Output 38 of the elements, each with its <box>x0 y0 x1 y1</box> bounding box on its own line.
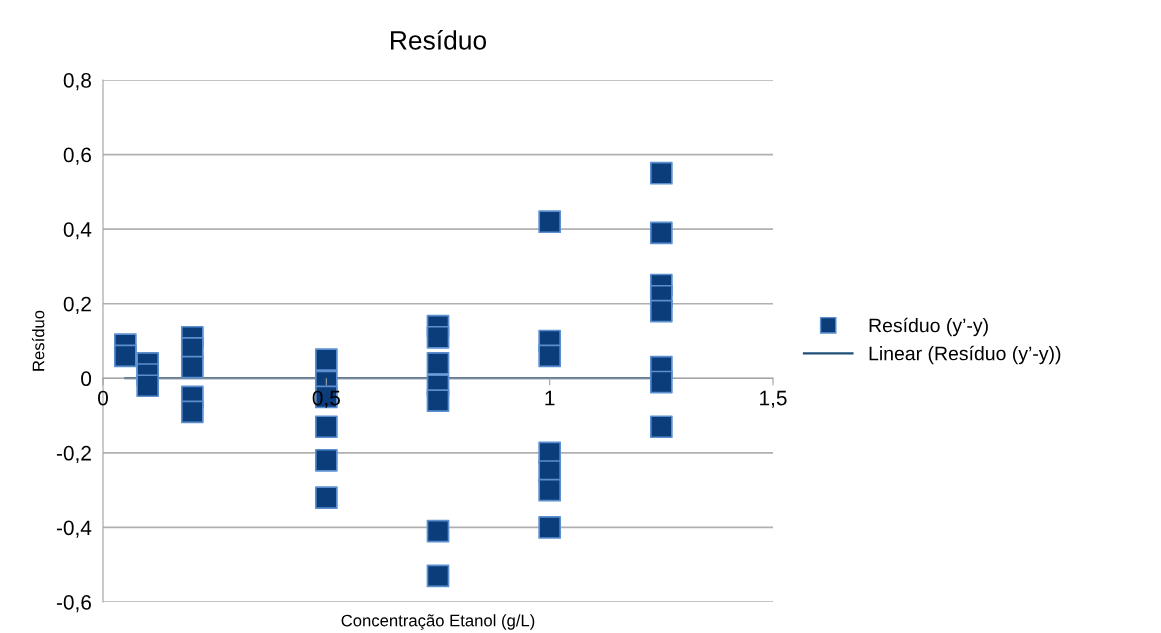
x-tick-label: 1 <box>545 390 555 406</box>
point <box>538 516 562 539</box>
x-tick-label: 1,5 <box>760 390 787 408</box>
point <box>314 415 338 439</box>
point <box>426 352 450 375</box>
y-tick-label: 0,4 <box>63 222 92 240</box>
x-tick-label: 0 <box>98 390 108 406</box>
y-tick-label: 0,6 <box>63 147 91 165</box>
y-tick-label: -0,4 <box>56 520 92 538</box>
y-axis-title: Resíduo <box>31 310 45 371</box>
point <box>426 389 450 413</box>
point <box>426 519 450 543</box>
point <box>314 448 338 472</box>
point <box>538 344 562 368</box>
point <box>538 478 562 502</box>
x-axis-title: Concentração Etanol (g/L) <box>341 614 535 630</box>
y-tick-label: 0 <box>81 371 92 387</box>
y-tick-label: 0,8 <box>63 73 91 91</box>
point <box>180 355 204 379</box>
legend-label: Linear (Resíduo (y’-y)) <box>869 345 1061 365</box>
point <box>649 415 673 439</box>
point <box>426 564 450 588</box>
point <box>426 325 450 349</box>
point <box>136 374 160 398</box>
point <box>314 486 338 509</box>
point <box>180 400 204 424</box>
y-tick-label: -0,2 <box>56 445 91 464</box>
point <box>113 344 137 368</box>
point <box>538 210 562 234</box>
chart-title: Resíduo <box>391 30 487 50</box>
legend-label: Resíduo (y’-y) <box>869 317 988 337</box>
point <box>314 348 338 372</box>
y-tick-label: -0,6 <box>56 595 91 613</box>
point <box>649 161 673 185</box>
y-tick-label: 0,2 <box>63 296 91 314</box>
point <box>649 221 673 245</box>
point <box>649 299 673 323</box>
point <box>649 370 673 394</box>
